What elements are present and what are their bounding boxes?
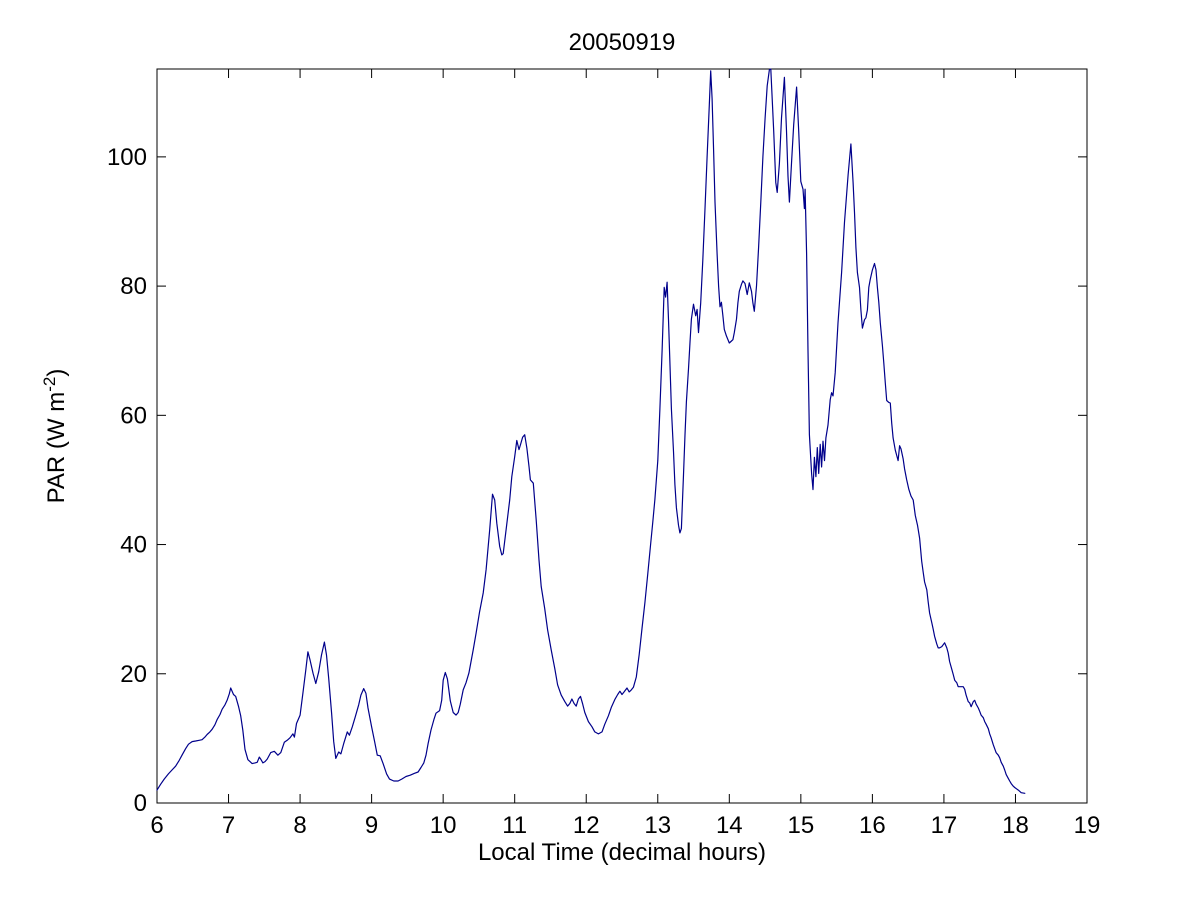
- x-tick-label: 13: [644, 812, 671, 839]
- x-tick-label: 19: [1074, 812, 1101, 839]
- y-axis-label-prefix: PAR (W m: [43, 392, 70, 504]
- x-tick-label: 18: [1002, 812, 1029, 839]
- x-axis-tick-labels: 6 7 8 9 10 11 12 13 14 15 16 17 18 19: [150, 812, 1100, 839]
- x-tick-label: 15: [787, 812, 814, 839]
- x-tick-label: 7: [222, 812, 235, 839]
- x-tick-label: 14: [716, 812, 743, 839]
- x-tick-label: 12: [573, 812, 600, 839]
- x-tick-label: 16: [859, 812, 886, 839]
- y-axis-label: PAR (W m-2): [40, 369, 70, 504]
- y-tick-label: 60: [120, 402, 147, 429]
- y-axis-label-superscript: -2: [40, 377, 59, 392]
- chart-title: 20050919: [569, 29, 676, 56]
- x-axis-label: Local Time (decimal hours): [478, 839, 766, 866]
- x-tick-label: 9: [365, 812, 378, 839]
- x-tick-label: 6: [150, 812, 163, 839]
- y-tick-label: 40: [120, 532, 147, 559]
- x-tick-label: 11: [502, 812, 527, 839]
- y-axis-label-suffix: ): [43, 369, 70, 377]
- y-tick-label: 100: [107, 144, 147, 171]
- y-tick-label: 80: [120, 273, 147, 300]
- x-tick-label: 8: [293, 812, 306, 839]
- y-tick-label: 20: [120, 661, 147, 688]
- y-tick-label: 0: [134, 790, 147, 817]
- y-axis-tick-labels: 0 20 40 60 80 100: [107, 144, 147, 817]
- x-tick-label: 10: [430, 812, 457, 839]
- x-tick-label: 17: [931, 812, 958, 839]
- axis-tick-marks: [156, 69, 1088, 804]
- plot-box: [156, 68, 1088, 804]
- par-data-curve: [156, 68, 1026, 794]
